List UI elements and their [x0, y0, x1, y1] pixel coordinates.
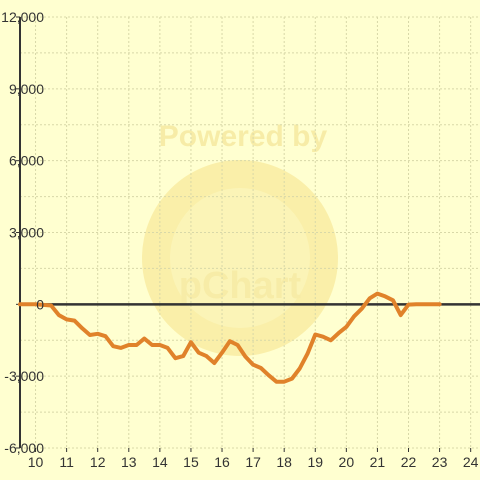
x-tick-label: 10: [28, 454, 44, 470]
axes: [16, 16, 480, 452]
x-tick-label: 12: [90, 454, 106, 470]
x-tick-label: 21: [370, 454, 386, 470]
y-tick-label: 3,000: [9, 225, 44, 241]
x-tick-label: 16: [214, 454, 230, 470]
grid: [20, 16, 480, 449]
x-tick-label: 17: [245, 454, 261, 470]
pchart-watermark: Powered by pChart: [142, 120, 338, 356]
x-tick-label: 24: [463, 454, 479, 470]
y-tick-label: 6,000: [9, 153, 44, 169]
y-tick-label: -3,000: [4, 368, 44, 384]
series-layer: [18, 291, 442, 384]
x-tick-label: 19: [307, 454, 323, 470]
watermark-logo-inner: [170, 188, 310, 328]
y-tick-label: -6,000: [4, 440, 44, 456]
x-tick-label: 14: [152, 454, 168, 470]
y-tick-label: 0: [36, 296, 44, 312]
y-tick-label: 9,000: [9, 81, 44, 97]
tick-labels: -6,000 -3,000 0 3,000 6,000 9,000 12,000 10 11 12…: [1, 9, 479, 470]
watermark-main-text: pChart: [179, 265, 302, 307]
x-tick-label: 20: [339, 454, 355, 470]
series-line-1: [18, 291, 442, 384]
x-tick-label: 18: [276, 454, 292, 470]
x-tick-label: 11: [59, 454, 74, 470]
x-tick-label: 15: [183, 454, 199, 470]
watermark-top-text: Powered by: [159, 120, 328, 153]
x-tick-label: 23: [432, 454, 448, 470]
x-tick-label: 13: [121, 454, 137, 470]
y-tick-label: 12,000: [1, 9, 44, 25]
x-tick-label: 22: [401, 454, 417, 470]
